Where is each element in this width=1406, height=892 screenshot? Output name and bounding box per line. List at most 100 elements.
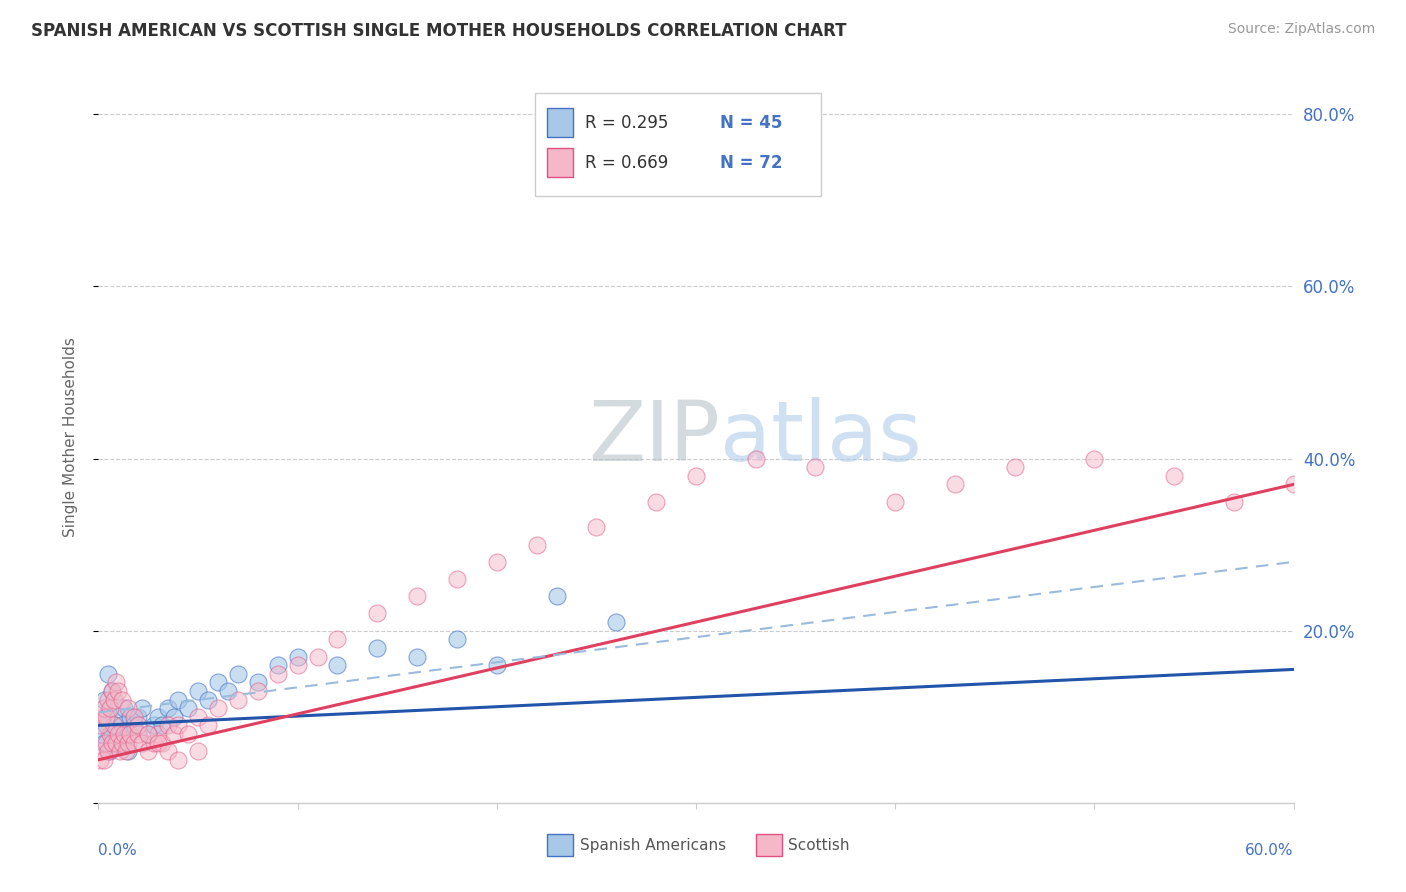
Point [246,675,269,690]
Point [446,572,468,586]
Point [148,735,170,749]
Point [93,735,115,749]
Point [526,538,548,552]
Point [1163,468,1185,483]
Point [117,744,139,758]
Point [1004,460,1026,475]
Text: Source: ZipAtlas.com: Source: ZipAtlas.com [1227,22,1375,37]
Point [96,718,118,732]
Point [107,735,129,749]
Point [101,727,124,741]
Point [287,658,309,673]
Point [366,640,388,655]
Point [97,744,120,758]
Text: R = 0.669: R = 0.669 [585,153,668,172]
Point [685,468,707,483]
Point [136,744,159,758]
Text: Scottish: Scottish [787,838,849,853]
Y-axis label: Single Mother Households: Single Mother Households [63,337,77,537]
Point [485,658,508,673]
Text: N = 45: N = 45 [720,113,782,131]
Point [91,744,114,758]
Point [107,710,129,724]
Point [93,692,115,706]
Point [136,727,159,741]
Point [124,710,146,724]
Point [804,460,827,475]
Point [326,632,349,647]
Point [97,666,120,681]
Point [105,735,128,749]
Point [187,744,209,758]
Point [446,632,468,647]
Point [745,451,768,466]
Point [177,727,200,741]
Point [101,735,124,749]
Point [124,735,146,749]
Point [96,710,118,724]
FancyBboxPatch shape [547,834,572,856]
Text: ZIP: ZIP [588,397,720,477]
Point [157,718,180,732]
Point [406,649,429,664]
Point [366,607,388,621]
Point [187,710,209,724]
Point [131,735,153,749]
Point [605,615,627,629]
Point [167,692,190,706]
Point [150,718,173,732]
Point [112,701,135,715]
Text: N = 72: N = 72 [720,153,782,172]
Point [307,649,329,664]
Point [246,684,269,698]
Point [143,718,166,732]
Point [91,710,114,724]
Point [112,727,135,741]
Point [943,477,966,491]
Point [167,753,190,767]
Point [103,692,125,706]
Point [115,744,138,758]
Point [110,744,132,758]
Point [93,701,115,715]
Point [197,718,219,732]
Point [267,666,290,681]
Point [131,701,153,715]
Point [117,735,139,749]
Point [120,727,142,741]
Text: 60.0%: 60.0% [1246,843,1294,858]
Point [111,735,134,749]
FancyBboxPatch shape [756,834,782,856]
Point [207,701,229,715]
Point [103,718,125,732]
Point [645,494,668,508]
Point [127,710,149,724]
FancyBboxPatch shape [547,108,572,137]
Point [89,753,111,767]
Point [93,753,115,767]
Point [91,727,114,741]
Point [187,684,209,698]
Point [127,727,149,741]
Point [207,675,229,690]
Point [406,589,429,603]
Point [1282,477,1305,491]
Point [884,494,907,508]
Point [1223,494,1246,508]
Point [98,727,122,741]
Point [89,718,111,732]
Point [217,684,239,698]
Point [150,735,173,749]
Point [124,718,146,732]
Point [226,666,249,681]
Point [97,692,120,706]
Point [1083,451,1105,466]
Point [111,692,134,706]
Point [143,735,166,749]
Point [101,684,124,698]
Point [103,718,125,732]
Point [101,684,124,698]
Text: SPANISH AMERICAN VS SCOTTISH SINGLE MOTHER HOUSEHOLDS CORRELATION CHART: SPANISH AMERICAN VS SCOTTISH SINGLE MOTH… [31,22,846,40]
Text: R = 0.295: R = 0.295 [585,113,668,131]
Point [127,718,149,732]
